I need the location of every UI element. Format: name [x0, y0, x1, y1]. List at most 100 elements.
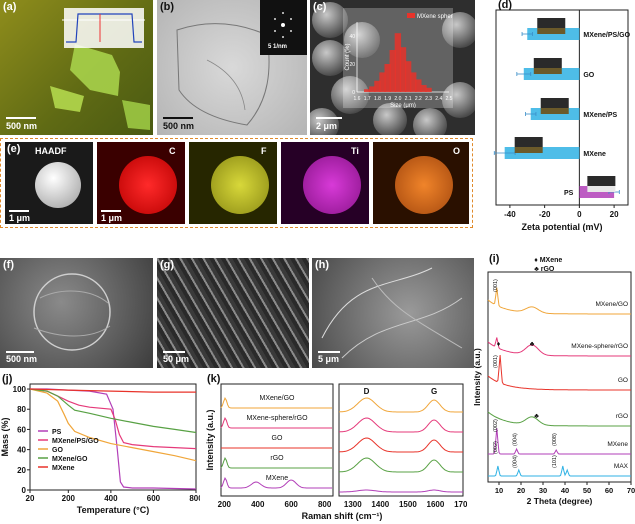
histogram-x-label: Size (μm) — [390, 103, 416, 108]
afm-flakes — [50, 8, 150, 130]
panel-b-label: (b) — [160, 1, 175, 13]
xrd-legend-mxene: ♦ MXene — [534, 257, 562, 264]
xrd-series-line — [487, 287, 631, 315]
histogram-bar — [364, 89, 371, 92]
raman-series-line-left — [220, 416, 332, 429]
panel-g-label: (g) — [160, 259, 175, 271]
panel-a-scale-bar — [6, 117, 36, 119]
eds-c-scale-text: 1 μm — [101, 213, 123, 223]
panel-h-label: (h) — [315, 259, 330, 271]
eds-tile-ti: Ti — [281, 142, 369, 224]
xrd-series-label: MXene-sphere/rGO — [571, 343, 628, 350]
eds-tile-c-label: C — [169, 146, 176, 156]
zeta-category-label: MXene/PS/GO — [583, 32, 630, 39]
raman-y-label: Intensity (a.u.) — [205, 409, 215, 470]
eds-c-scale-bar — [101, 210, 121, 212]
panel-f-sem-image: (f) 500 nm — [0, 258, 153, 368]
panel-b-scale-bar — [163, 117, 193, 119]
tga-x-tick: 20 — [26, 494, 35, 503]
vial-body-icon — [587, 186, 616, 192]
vial-cap-icon — [587, 176, 616, 186]
histogram-x-tick: 1.8 — [374, 96, 381, 102]
tga-legend-label: PS — [52, 429, 62, 436]
tga-x-tick: 600 — [147, 494, 161, 503]
raman-x-tick-right: 1300 — [344, 500, 362, 509]
tga-legend-label: MXene/GO — [52, 456, 88, 463]
histogram-bar — [379, 72, 386, 92]
raman-frame-right — [338, 383, 464, 497]
xrd-peak-label: (008) — [552, 433, 558, 446]
raman-series-line-right — [338, 397, 463, 413]
xrd-peak-label: (101) — [552, 455, 558, 468]
raman-d-peak-label: D — [364, 387, 370, 396]
raman-series-line-left — [220, 396, 332, 409]
tga-series-line — [29, 388, 197, 462]
tga-y-tick: 20 — [17, 466, 26, 475]
wrapped-sphere — [33, 273, 111, 351]
histogram-bar — [410, 72, 417, 92]
panel-g-scale-text: 50 μm — [163, 354, 190, 364]
zeta-category-label: GO — [583, 72, 594, 79]
panel-a-afm-image: (a) 500 nm — [0, 0, 153, 135]
histogram-x-tick: 1.9 — [384, 96, 391, 102]
xrd-series-label: MAX — [614, 463, 629, 470]
histogram-bar — [415, 79, 422, 92]
tga-series-line — [29, 388, 196, 393]
panel-b-scale-text: 500 nm — [163, 121, 195, 131]
panel-i-label: (i) — [489, 254, 500, 265]
tga-y-tick: 60 — [17, 425, 26, 434]
vial-body-icon — [540, 108, 569, 114]
zeta-category-label: MXene/PS — [583, 112, 617, 119]
rgo-club-marker: ♣ — [530, 341, 535, 348]
tga-legend-label: MXene/PS/GO — [52, 438, 99, 445]
vial-cap-icon — [537, 18, 566, 28]
histogram-x-tick: 2.3 — [425, 96, 432, 102]
xrd-series-label: MXene — [607, 441, 628, 448]
mxene-diamond-marker: ♦ — [497, 341, 501, 348]
panel-h-sem-image: (h) 5 μm — [312, 258, 474, 368]
panel-a-scale-text: 500 nm — [6, 121, 38, 131]
panel-c-histogram-inset: 1.6 1.7 1.8 1.9 2.0 2.1 2.2 2.3 2.4 2.5 0 20 40 Size … — [343, 8, 453, 108]
panel-f-scale-bar — [6, 351, 34, 353]
panel-c-label: (c) — [313, 1, 327, 13]
panel-f-label: (f) — [3, 259, 14, 271]
vial-cap-icon — [540, 98, 569, 108]
panel-e-eds-maps: HAADF 1 μm C 1 μm F Ti O (e) — [0, 138, 473, 228]
tga-legend-label: MXene — [52, 465, 75, 472]
raman-series-label: rGO — [270, 455, 284, 462]
raman-x-tick-left: 200 — [218, 500, 232, 509]
xrd-x-tick: 20 — [517, 486, 525, 495]
raman-series-line-left — [220, 476, 332, 489]
histogram-y-tick: 40 — [349, 34, 355, 40]
zeta-x-label: Zeta potential (mV) — [521, 222, 602, 232]
histogram-bar — [384, 64, 391, 92]
histogram-bar — [374, 80, 381, 92]
histogram-bar — [399, 47, 407, 92]
tga-y-tick: 100 — [13, 385, 27, 394]
raman-x-tick-right: 1700 — [454, 500, 467, 509]
histogram-bar — [389, 50, 396, 92]
panel-g-sem-image: (g) 50 μm — [157, 258, 309, 368]
xrd-legend-rgo: ♣ rGO — [534, 266, 555, 273]
vial-body-icon — [514, 147, 543, 153]
xrd-series-line — [487, 411, 631, 427]
panel-b-inset-scale-text: 5 1/nm — [268, 44, 288, 50]
xrd-peak-label: (002) — [493, 441, 499, 454]
histogram-y-label: Count (%) — [345, 43, 351, 70]
histogram-x-tick: 2.1 — [405, 96, 412, 102]
tga-series-line — [29, 388, 197, 434]
zeta-category-label: MXene — [583, 151, 606, 158]
eds-tile-f: F — [189, 142, 277, 224]
xrd-series-line — [488, 465, 631, 477]
panel-k-label: (k) — [207, 373, 221, 385]
panel-f-scale-text: 500 nm — [6, 354, 38, 364]
xrd-peak-label: (001) — [493, 279, 499, 292]
eds-tile-c: C 1 μm — [97, 142, 185, 224]
histogram-x-tick: 2.0 — [394, 96, 401, 102]
histogram-bar — [420, 85, 427, 92]
histogram-x-tick: 1.7 — [364, 96, 371, 102]
tga-x-tick: 800 — [189, 494, 200, 503]
eds-tile-o: O — [373, 142, 469, 224]
tga-x-label: Temperature (°C) — [77, 505, 149, 515]
